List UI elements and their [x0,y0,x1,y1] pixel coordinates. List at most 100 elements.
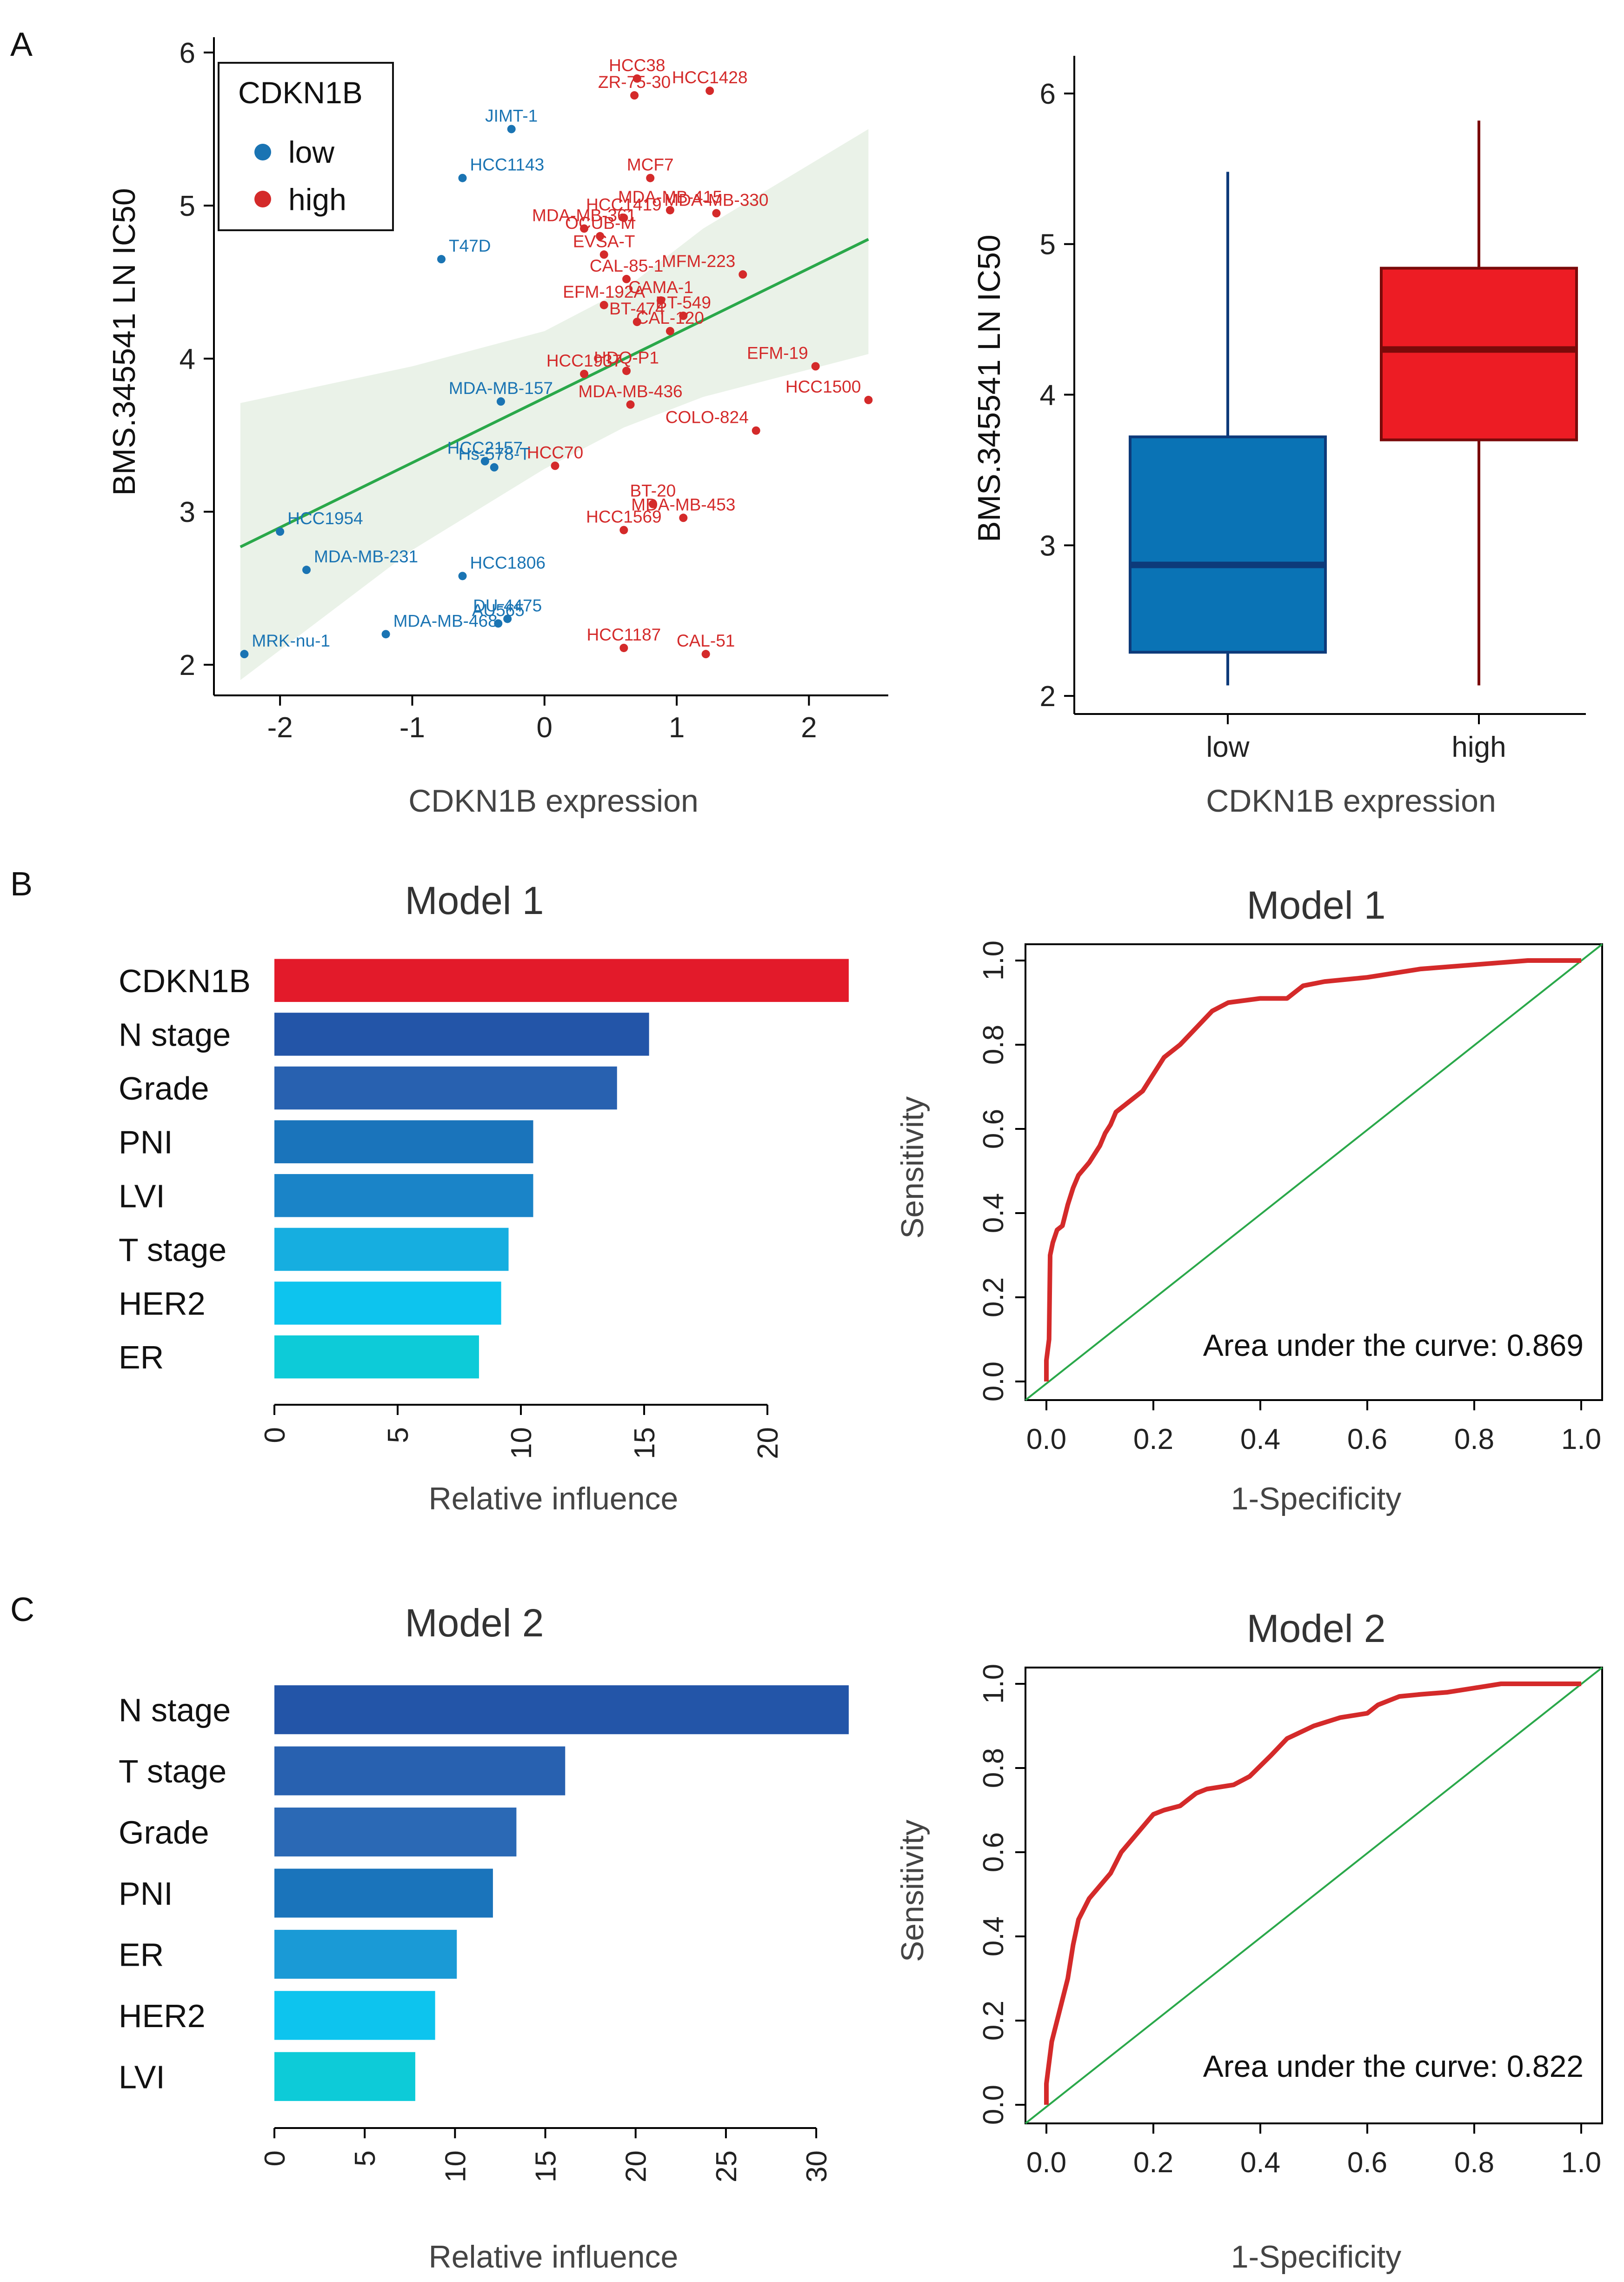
importance-x-tick-label: 25 [711,2150,743,2182]
legend-low-marker [254,144,271,160]
model2-importance-chart: N stage T stage Grade PNI ER HER2 LVI 0 5 10 15 20 2… [119,1685,849,2182]
bar-grade [274,1066,617,1110]
bar-label: PNI [119,1124,173,1161]
point-label: CAL-120 [636,308,704,327]
point-label: MDA-MB-361 [532,206,636,225]
bar-lvi [274,2052,415,2101]
point-label: OCUB-M [565,214,635,233]
point-label: HCC1806 [470,553,546,572]
scatter-x-tick-label: -1 [399,712,425,744]
model2-auc-text: Area under the curve: 0.822 [1203,2049,1584,2083]
roc-diagonal [1025,1667,1603,2124]
point-zr-75-30 [630,91,639,100]
point-mrk-nu-1 [240,650,249,659]
importance-x-tick-label: 15 [629,1427,661,1459]
boxplot-y-label: BMS.345541 LN IC50 [972,234,1007,542]
model1-roc-chart: 0.0 0.2 0.4 0.6 0.8 1.0 0.0 0.2 0.4 0.6 0.8 1.0 [978,941,1603,1455]
point-label: MDA-MB-453 [631,495,735,514]
scatter-y-tick-label: 4 [180,343,195,375]
roc-diagonal [1025,943,1603,1401]
model2-roc-title: Model 2 [1247,1607,1386,1650]
roc-y-tick-label: 1.0 [978,941,1010,981]
roc-x-tick-label: 0.0 [1026,1423,1066,1455]
importance-x-tick-label: 0 [259,1427,291,1443]
model1-importance-title: Model 1 [405,879,544,922]
boxplot: 2 3 4 5 6 low high CDKN1B expression BMS.34554… [972,56,1586,819]
bar-label: PNI [119,1875,173,1912]
point-label: HCC1569 [586,507,661,527]
box-low [1129,435,1327,654]
point-label: MDA-MB-157 [449,379,553,398]
bar-her2 [274,1281,501,1325]
point-label: MFM-223 [662,252,735,271]
legend-title: CDKN1B [238,75,363,110]
scatter-x-tick-label: 1 [669,712,685,744]
panel-label-c: C [10,1591,34,1628]
bar-label: T stage [119,1232,226,1268]
importance-x-tick-label: 20 [620,2150,652,2182]
point-mda-mb-330 [712,209,721,218]
point-label: CAL-51 [677,631,735,650]
point-label: EVSA-T [573,232,635,251]
roc-frame [1025,1667,1603,2124]
bar-label: LVI [119,1178,165,1214]
point-hcc70 [551,461,559,470]
point-hdq-p1 [622,367,631,375]
roc-y-tick-label: 0.0 [978,2085,1010,2125]
bar-label: N stage [119,1016,231,1053]
box-high [1380,267,1578,441]
point-mda-mb-453 [679,514,688,522]
boxplot-y-tick-label: 4 [1040,380,1056,412]
point-hcc1937 [580,369,589,378]
point-label: CAMA-1 [628,278,693,297]
point-cal-51 [701,650,710,659]
bar-grade [274,1808,517,1857]
scatter-x-label: CDKN1B expression [408,783,699,819]
model1-roc-x-label: 1-Specificity [1231,1481,1402,1516]
bar-t-stage [274,1746,566,1795]
confidence-band [240,129,869,681]
importance-x-tick-label: 20 [752,1427,784,1459]
scatter-y-tick-label: 6 [180,37,195,69]
roc-y-tick-label: 0.2 [978,2001,1010,2041]
point-hcc1954 [276,527,285,536]
bar-her2 [274,1991,435,2040]
boxplot-y-tick-label: 5 [1040,229,1056,261]
point-label: HCC1187 [587,625,661,644]
model1-importance-chart: CDKN1B N stage Grade PNI LVI T stage HER2 ER 0 5 1… [119,959,849,1459]
point-label: BT-474 [609,299,665,318]
point-hcc1187 [619,643,628,652]
roc-y-tick-label: 0.4 [978,1916,1010,1956]
confidence-band-area [240,129,869,681]
boxplot-groups [1129,120,1578,686]
point-label: MDA-MB-231 [314,547,418,566]
boxplot-x-label: CDKN1B expression [1206,783,1496,819]
scatter-y-tick-label: 2 [180,649,195,681]
importance-x-tick-label: 10 [439,2150,472,2182]
panel-label-b: B [10,866,33,903]
importance-x-tick-label: 30 [801,2150,833,2182]
point-au565 [494,619,503,628]
point-t47d [437,255,446,264]
bar-er [274,1335,479,1379]
point-cama-1 [656,296,665,305]
importance-x-tick-label: 15 [530,2150,562,2182]
importance-x-tick-label: 5 [349,2150,381,2166]
scatter-x-tick-label: -2 [267,712,293,744]
bar-label: CDKN1B [119,963,251,999]
point-label: HDQ-P1 [594,348,659,367]
point-mda-mb-361 [580,224,589,233]
point-colo-824 [752,426,760,435]
roc-x-tick-label: 0.2 [1133,2147,1173,2179]
point-mfm-223 [739,270,747,279]
roc-y-tick-label: 0.8 [978,1025,1010,1065]
roc-x-tick-label: 1.0 [1561,2147,1601,2179]
importance-x-tick-label: 0 [259,2150,291,2166]
boxplot-x-tick-label: high [1451,731,1506,763]
point-label: DU-4475 [473,596,542,615]
point-hcc1143 [458,173,467,182]
point-label: HCC38 [609,56,665,75]
bar-label: HER2 [119,1998,206,2034]
